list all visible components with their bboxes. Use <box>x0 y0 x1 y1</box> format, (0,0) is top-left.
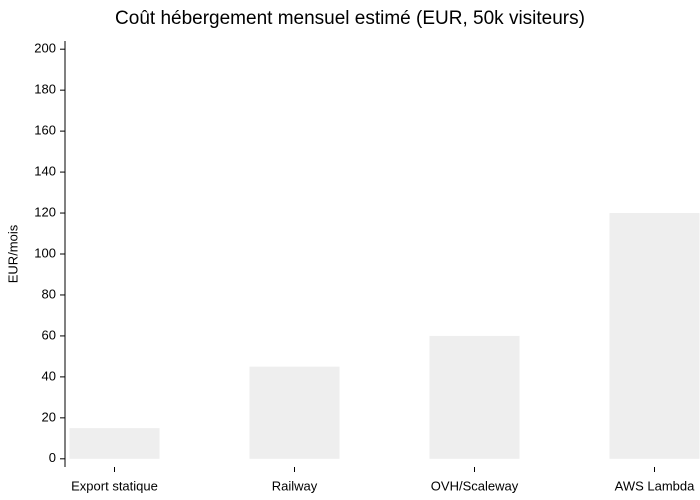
y-tick-label: 120 <box>34 204 56 219</box>
y-axis-label: EUR/mois <box>5 224 20 283</box>
y-tick-label: 200 <box>34 41 56 56</box>
y-tick-label: 0 <box>49 450 56 465</box>
y-tick-label: 180 <box>34 82 56 97</box>
y-tick-label: 60 <box>42 327 56 342</box>
bar <box>429 335 520 459</box>
y-tick-label: 160 <box>34 123 56 138</box>
y-tick-label: 40 <box>42 368 56 383</box>
x-tick-label: OVH/Scaleway <box>431 478 519 493</box>
y-tick-label: 80 <box>42 286 56 301</box>
chart-title: Coût hébergement mensuel estimé (EUR, 50… <box>115 8 585 29</box>
x-tick-label: AWS Lambda <box>615 478 695 493</box>
y-tick-label: 20 <box>42 409 56 424</box>
x-tick-label: Railway <box>272 478 318 493</box>
bar <box>69 428 160 459</box>
x-tick-label: Export statique <box>71 478 158 493</box>
bar <box>249 366 340 459</box>
y-tick-label: 140 <box>34 164 56 179</box>
bar <box>609 213 700 459</box>
y-tick-label: 100 <box>34 245 56 260</box>
